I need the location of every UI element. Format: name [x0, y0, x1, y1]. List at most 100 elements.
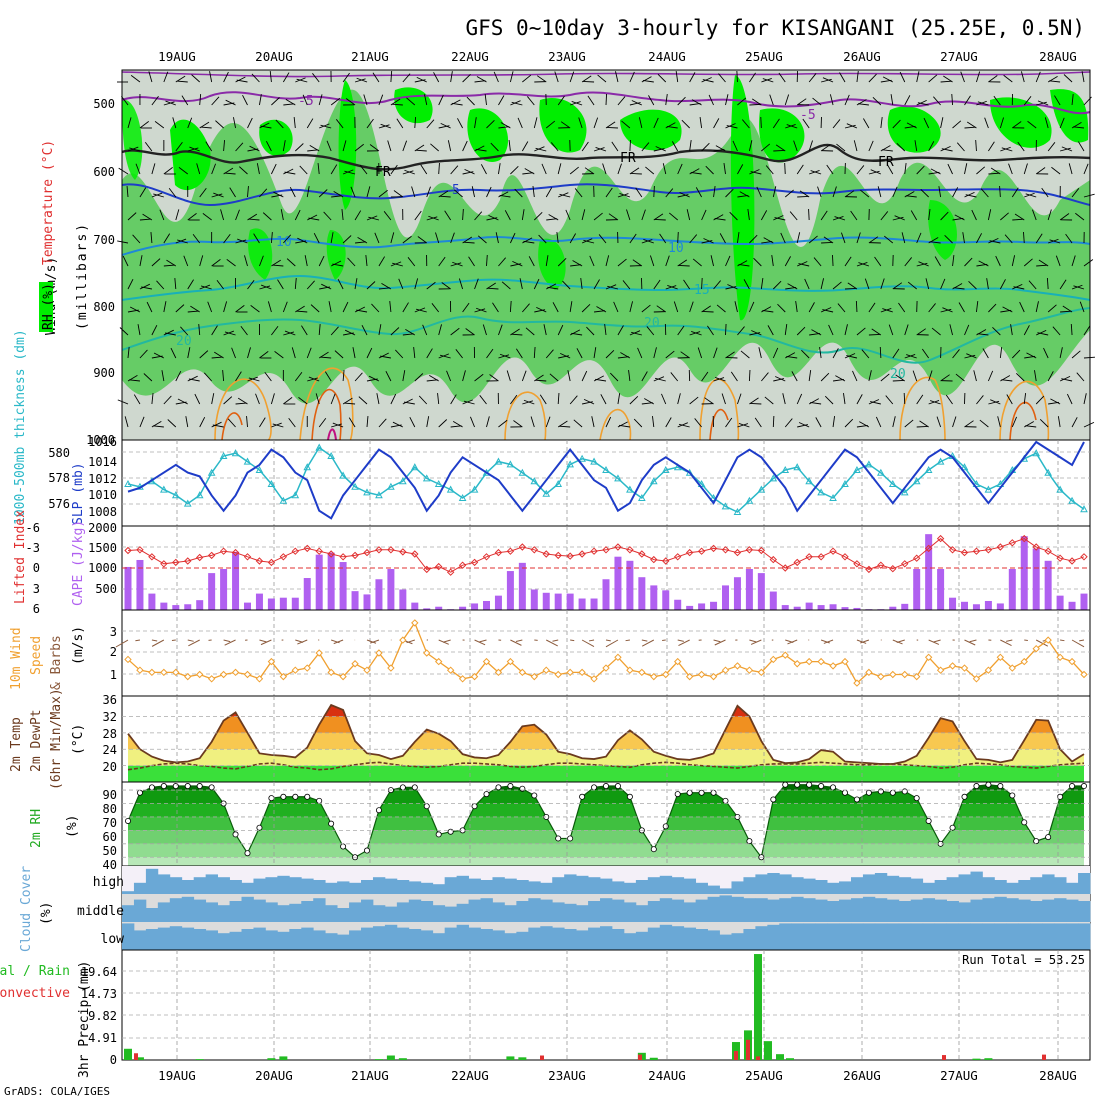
cloud-cover-bar [456, 875, 469, 894]
wind-barb [390, 164, 398, 175]
surface-wind-barb [581, 639, 595, 648]
wind-barb [527, 96, 535, 106]
wind-tick: 2 [110, 645, 117, 659]
wind-barb [250, 305, 260, 313]
wind-barb [330, 232, 334, 244]
thickness-point [757, 485, 766, 493]
wind-speed-point [219, 670, 228, 679]
wind-barb [510, 263, 522, 267]
wind-barb [486, 217, 498, 221]
wind-barb [211, 96, 220, 106]
wind-barb [175, 141, 183, 152]
wind-barb [457, 118, 463, 129]
wind-barb [716, 304, 726, 313]
rh-point [662, 823, 669, 830]
wind-barb [609, 372, 619, 382]
wind-barb [751, 330, 762, 336]
cloud-cover-bar [1078, 923, 1091, 950]
wind-barb [613, 301, 619, 313]
wind-barb [1083, 393, 1087, 405]
surface-wind-barb [749, 639, 757, 643]
wind-barb [285, 98, 296, 106]
thickness-point [590, 457, 598, 465]
wind-barb [1012, 121, 1022, 129]
wind-barb [641, 371, 648, 382]
wind-barb [760, 210, 768, 221]
wind-barb [677, 231, 679, 244]
wind-barb [418, 395, 428, 405]
slp-tick: 1016 [88, 435, 117, 449]
temperature-axis-unit: (°C) [71, 724, 86, 755]
wind-barb [643, 238, 654, 244]
wind-barb [366, 347, 373, 359]
wind-barb [256, 163, 260, 175]
wind-barb [976, 166, 986, 175]
wind-barb [372, 72, 380, 83]
cape-bar [1020, 536, 1028, 610]
cloud-cover-bar [791, 877, 804, 894]
cape-bar [494, 595, 502, 610]
rh-point [435, 831, 442, 838]
wind-barb [395, 349, 404, 359]
wind-speed-point [530, 672, 539, 681]
wind-barb [931, 327, 941, 336]
wind-barb [1041, 187, 1049, 198]
wind-barb [283, 234, 292, 244]
wind-barb [487, 287, 499, 290]
lifted-index-point [279, 553, 288, 561]
wind-barb [211, 421, 222, 428]
wind-speed-point [745, 666, 754, 674]
wind-barb [763, 237, 774, 244]
cloud-cover-bar [540, 899, 553, 922]
thickness-point [1068, 496, 1076, 504]
wind-barb [1043, 347, 1049, 359]
wind-barb [940, 80, 952, 83]
wind-barb [1083, 325, 1091, 336]
cloud-cover-bar [934, 899, 947, 922]
wind-barb [318, 255, 325, 267]
wind-barb [139, 218, 151, 221]
wind-barb [743, 279, 750, 290]
wind-barb [1032, 209, 1037, 221]
cape-bar [745, 569, 753, 610]
wind-barb [476, 307, 487, 313]
wind-barb [964, 126, 976, 129]
isotherm-30 [221, 388, 1037, 441]
wind-barb [390, 393, 397, 405]
wind-barb [1062, 305, 1073, 313]
date-label-bottom: 23AUG [548, 1068, 586, 1083]
cloud-cover-bar [384, 878, 398, 894]
wind-barb [354, 143, 364, 152]
cloud-cover-bar [384, 906, 398, 922]
wind-barb [515, 348, 523, 359]
wind-barb [890, 94, 894, 106]
cloud-cover-bar [133, 882, 147, 894]
cloud-cover-bar [444, 906, 458, 922]
surface-wind-barb [510, 639, 522, 646]
cloud-cover-bar [815, 923, 828, 950]
wind-barb [1035, 167, 1046, 175]
wind-barb [416, 308, 427, 313]
wind-barb [701, 277, 703, 290]
convective-bar [134, 1053, 138, 1060]
wind-barb [581, 304, 591, 313]
wind-speed-point [494, 668, 503, 677]
wind-barb [543, 324, 547, 336]
cape-bar [686, 605, 694, 610]
cloud-cover-bar [337, 934, 350, 950]
cloud-cover-bar [862, 923, 876, 950]
surface-wind-barb [171, 639, 176, 642]
wind-barb [704, 397, 714, 405]
wind-barb [341, 209, 344, 221]
wind-barb [984, 117, 989, 129]
isotherm-freezing [121, 143, 1091, 171]
wind-barb [702, 310, 714, 313]
rh-point [208, 784, 215, 791]
isotherm-minus5 [121, 71, 1091, 78]
wind-barb [694, 418, 702, 428]
wind-barb [952, 416, 957, 428]
wind-barb [474, 373, 484, 382]
wind-barb [964, 324, 970, 336]
wind-speed-point [578, 668, 586, 677]
wind-barb [1075, 212, 1085, 221]
